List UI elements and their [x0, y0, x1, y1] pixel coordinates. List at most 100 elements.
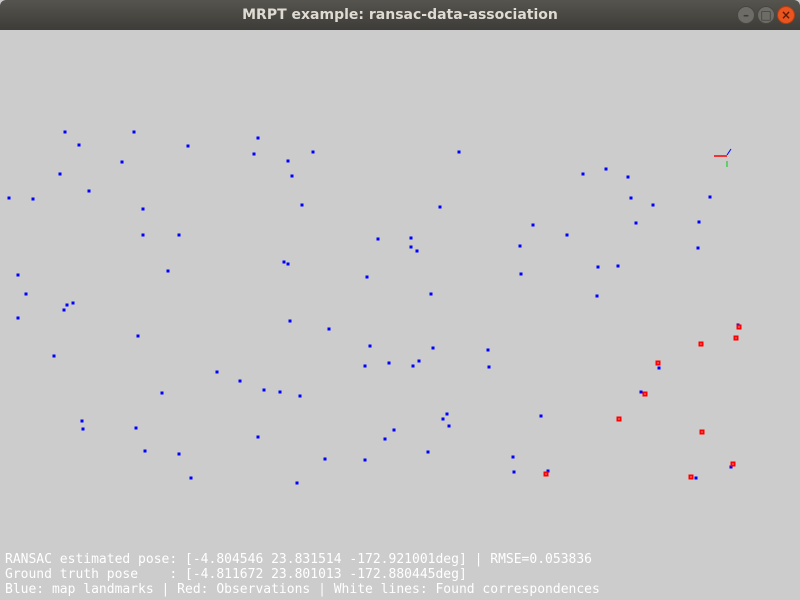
map-landmark [290, 174, 294, 178]
map-landmark [87, 189, 91, 193]
map-landmark [327, 327, 331, 331]
map-landmark [539, 414, 543, 418]
map-landmarks [7, 130, 740, 485]
map-landmark [160, 391, 164, 395]
map-landmark [387, 361, 391, 365]
ransac-pose-text: RANSAC estimated pose: [-4.804546 23.831… [5, 552, 592, 567]
map-landmark [392, 428, 396, 432]
map-landmark [411, 364, 415, 368]
minimize-icon: – [743, 8, 749, 22]
map-landmark [238, 379, 242, 383]
3d-viewport[interactable]: RANSAC estimated pose: [-4.804546 23.831… [0, 30, 800, 600]
minimize-button[interactable]: – [737, 6, 755, 24]
map-landmark [120, 160, 124, 164]
map-landmark [519, 272, 523, 276]
map-landmark [141, 207, 145, 211]
map-landmark [694, 476, 698, 480]
map-landmark [596, 265, 600, 269]
maximize-icon: □ [760, 8, 772, 22]
close-button[interactable]: × [777, 6, 795, 24]
map-landmark [63, 130, 67, 134]
map-landmark [457, 150, 461, 154]
map-landmark [426, 450, 430, 454]
map-landmark [189, 476, 193, 480]
map-landmark [651, 203, 655, 207]
map-landmark [487, 365, 491, 369]
correspondence-line [732, 463, 734, 465]
map-landmark [365, 275, 369, 279]
correspondence-line [738, 326, 740, 328]
map-landmark [278, 390, 282, 394]
correspondence-line [644, 393, 646, 395]
map-landmark [177, 452, 181, 456]
map-landmark [31, 197, 35, 201]
map-landmark [417, 359, 421, 363]
map-landmark [445, 412, 449, 416]
maximize-button[interactable]: □ [757, 6, 775, 24]
correspondence-line [701, 431, 703, 433]
title-bar[interactable]: MRPT example: ransac-data-association – … [0, 0, 800, 30]
correspondence-line [700, 343, 702, 345]
map-landmark [729, 465, 733, 469]
map-landmark [629, 196, 633, 200]
map-landmark [132, 130, 136, 134]
map-landmark [565, 233, 569, 237]
map-landmark [143, 449, 147, 453]
map-landmark [77, 143, 81, 147]
map-landmark [62, 308, 66, 312]
map-landmark [134, 426, 138, 430]
map-landmark [186, 144, 190, 148]
correspondence-line [690, 476, 692, 478]
map-landmark [58, 172, 62, 176]
map-landmark [697, 220, 701, 224]
map-landmark [16, 273, 20, 277]
map-landmark [295, 481, 299, 485]
map-landmark [262, 388, 266, 392]
map-landmark [52, 354, 56, 358]
correspondence-line [735, 337, 737, 339]
map-landmark [531, 223, 535, 227]
map-landmark [71, 301, 75, 305]
map-landmark [136, 334, 140, 338]
map-landmark [7, 196, 11, 200]
correspondence-line [545, 473, 547, 475]
map-landmark [383, 437, 387, 441]
z-axis [726, 148, 732, 156]
map-landmark [166, 269, 170, 273]
map-landmark [595, 294, 599, 298]
scene-canvas[interactable] [0, 30, 800, 600]
map-landmark [363, 364, 367, 368]
map-landmark [80, 419, 84, 423]
map-landmark [24, 292, 28, 296]
map-landmark [409, 245, 413, 249]
map-landmark [311, 150, 315, 154]
map-landmark [141, 233, 145, 237]
map-landmark [363, 458, 367, 462]
correspondence-line [618, 418, 620, 420]
map-landmark [256, 136, 260, 140]
map-landmark [581, 172, 585, 176]
map-landmark [447, 424, 451, 428]
map-landmark [708, 195, 712, 199]
map-landmark [696, 246, 700, 250]
map-landmark [626, 175, 630, 179]
map-landmark [177, 233, 181, 237]
map-landmark [604, 167, 608, 171]
map-landmark [286, 262, 290, 266]
map-landmark [282, 260, 286, 264]
map-landmark [431, 346, 435, 350]
map-landmark [368, 344, 372, 348]
map-landmark [16, 316, 20, 320]
map-landmark [511, 455, 515, 459]
legend-text: Blue: map landmarks | Red: Observations … [5, 582, 600, 597]
observations [543, 324, 742, 480]
map-landmark [256, 435, 260, 439]
map-landmark [429, 292, 433, 296]
map-landmark [657, 366, 661, 370]
map-landmark [634, 221, 638, 225]
map-landmark [486, 348, 490, 352]
window-title: MRPT example: ransac-data-association [242, 7, 558, 23]
map-landmark [215, 370, 219, 374]
map-landmark [518, 244, 522, 248]
correspondence-line [657, 362, 659, 364]
